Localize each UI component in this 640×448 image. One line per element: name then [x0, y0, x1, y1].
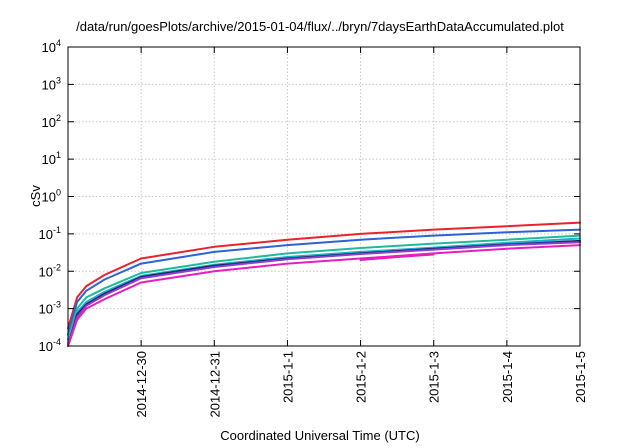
x-tick-label: 2015-1-1 — [280, 351, 295, 403]
y-tick-label: 101 — [42, 150, 61, 167]
x-tick-label: 2015-1-3 — [427, 351, 442, 403]
y-tick-label: 100 — [42, 188, 61, 205]
y-tick-label: 102 — [42, 113, 61, 130]
y-tick-label: 10-3 — [39, 300, 61, 317]
series-line-7 — [67, 244, 581, 347]
series-line-6 — [67, 241, 581, 347]
y-tick-label: 10-4 — [39, 337, 61, 354]
series-line-1 — [67, 221, 581, 330]
series-line-4 — [67, 237, 581, 344]
series-line-2 — [67, 228, 581, 336]
x-tick-label: 2014-12-30 — [134, 351, 149, 418]
series-line-3 — [67, 234, 581, 341]
y-tick-label: 10-1 — [39, 225, 61, 242]
y-tick-label: 104 — [42, 38, 61, 55]
x-axis-label: Coordinated Universal Time (UTC) — [220, 428, 420, 443]
x-tick-label: 2015-1-5 — [573, 351, 588, 403]
x-tick-label: 2015-1-2 — [354, 351, 369, 403]
y-tick-label: 10-2 — [39, 262, 61, 279]
y-tick-label: 103 — [42, 75, 61, 92]
x-tick-label: 2014-12-31 — [207, 351, 222, 418]
chart-title: /data/run/goesPlots/archive/2015-01-04/f… — [76, 19, 564, 34]
series-line-8 — [359, 253, 435, 261]
x-tick-label: 2015-1-4 — [500, 351, 515, 403]
